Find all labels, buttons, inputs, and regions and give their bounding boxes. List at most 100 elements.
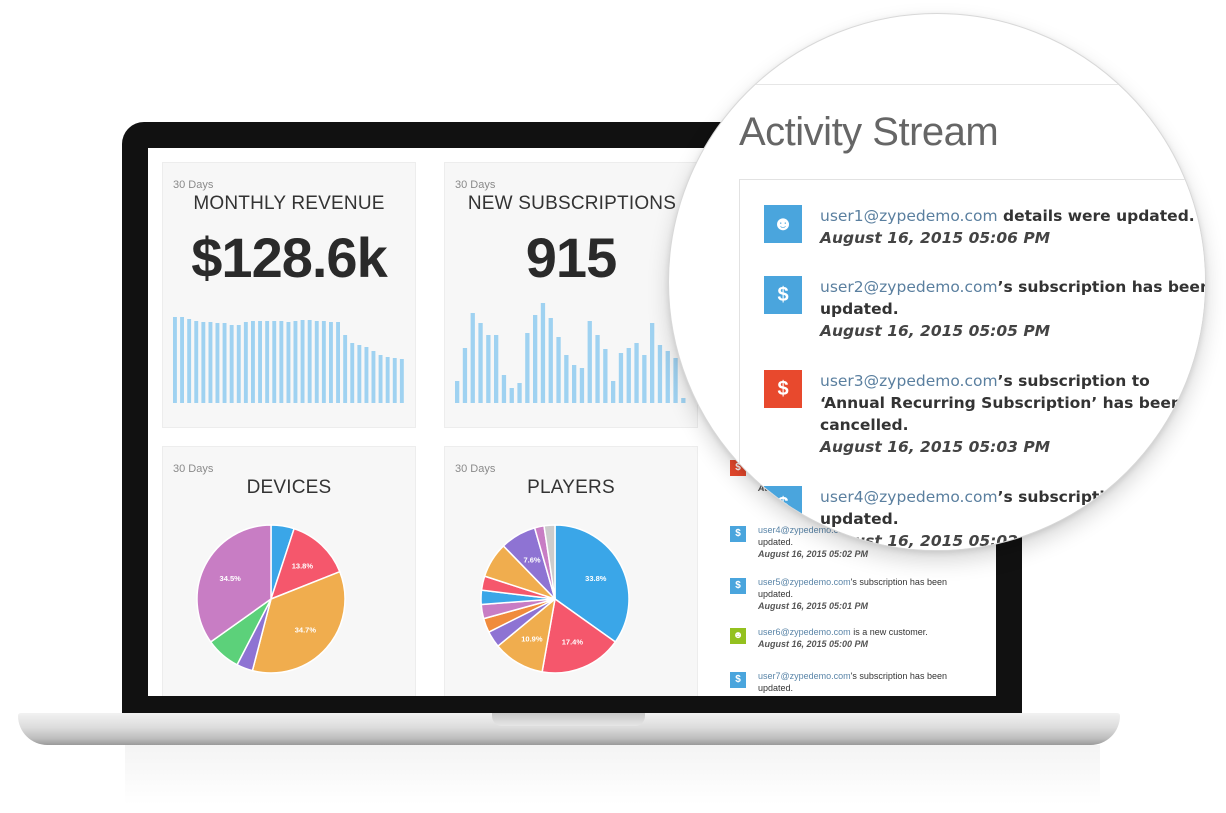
revenue-bar [293,321,298,403]
divider [669,84,1205,85]
activity-date: August 16, 2015 05:06 PM [820,229,1051,247]
dollar-icon: $ [764,486,802,524]
revenue-bar [201,322,206,403]
subscriptions-bar [525,333,530,403]
devices-pie-chart: 13.8% 34.7% 34.5% [196,524,346,674]
revenue-bar [321,321,326,403]
activity-user-link[interactable]: user1@zypedemo.com [820,207,998,225]
laptop-shadow [125,745,1100,805]
players-slice [554,524,630,643]
subscriptions-bar [603,349,608,403]
activity-text: user2@zypedemo.com’s subscription has be… [820,276,1206,342]
revenue-bar [350,343,355,403]
players-slice-label: 17.4% [562,638,584,647]
mini-activity-message: 's subscription has been [850,671,947,681]
subscriptions-bar [486,335,491,403]
subscriptions-bar [509,388,514,403]
activity-message: ’s subscription has been updated. [820,278,1206,318]
subscriptions-bar [478,323,483,403]
panel-title: NEW SUBSCRIPTIONS [467,193,677,214]
new-subscriptions-panel: 30 Days NEW SUBSCRIPTIONS 915 [444,162,698,428]
mini-activity-date: August 16, 2015 05:02 PM [758,549,869,559]
devices-slice [269,527,341,601]
subscriptions-bar [533,315,538,403]
revenue-bar [279,321,284,403]
players-panel: 30 Days PLAYERS 33.8% 17.4% 10.9% 7.6% [444,446,698,696]
revenue-bar [173,317,177,403]
subscriptions-bar [501,375,507,403]
revenue-bar [357,345,362,403]
subscriptions-bar [595,335,600,403]
mini-activity-message: 's subscription has been [850,577,947,587]
subscriptions-bar [665,351,670,403]
revenue-bar [243,322,248,403]
subscriptions-bar [564,355,569,403]
activity-user-link[interactable]: user2@zypedemo.com [820,278,998,296]
panel-title: PLAYERS [527,477,615,498]
mini-activity-date: August 16, 2015 05:00 PM [758,639,869,649]
activity-text: user1@zypedemo.com details were updated.… [820,205,1205,249]
activity-date: August 16, 2015 05:03 PM [820,438,1051,456]
revenue-bar-chart [173,317,404,403]
subscriptions-bar [587,321,592,403]
dollar-icon: $ [764,276,802,314]
dollar-icon: $ [764,370,802,408]
panel-title: MONTHLY REVENUE [193,193,385,214]
revenue-bar [371,351,376,403]
laptop-notch [492,713,645,726]
activity-user-link[interactable]: user4@zypedemo.com [820,488,998,506]
revenue-bar [300,320,305,403]
subscriptions-bar [556,337,561,403]
activity-message: details were updated. [997,207,1195,225]
revenue-bar [314,321,319,403]
mini-user-link[interactable]: user6@zypedemo.com [758,627,851,637]
revenue-value: $128.6k [191,226,387,289]
dollar-icon: $ [730,672,746,688]
activity-user-link[interactable]: user3@zypedemo.com [820,372,998,390]
subscriptions-bar [455,381,460,403]
subscriptions-bar [579,368,585,403]
revenue-bar [222,323,227,403]
activity-message: ’s subscription to ‘Annual Recurring Sub… [820,372,1182,434]
revenue-bar [399,359,404,403]
monthly-revenue-panel: 30 Days MONTHLY REVENUE $128.6k [162,162,416,428]
devices-slice [251,570,346,674]
subscriptions-bar [494,335,499,403]
period-label: 30 Days [455,179,496,191]
mini-activity-text: user7@zypedemo.com's subscription has be… [758,670,988,694]
activity-text: user3@zypedemo.com’s subscription to ‘An… [820,370,1205,458]
mini-activity-message-cont: updated. [758,683,794,693]
revenue-bar [236,325,241,403]
activity-text: user4@zypedemo.com’s subscription has be… [820,486,1205,550]
revenue-bar [180,317,184,403]
user-icon: ☻ [764,205,802,243]
activity-stream-title: Activity Stream [739,110,999,154]
subscriptions-bar [681,398,686,403]
devices-panel: 30 Days DEVICES 13.8% 34.7% 34.5% [162,446,416,696]
activity-stream-box [739,179,1205,550]
mini-activity-message: is a new customer. [850,627,928,637]
subscriptions-bar [650,323,655,403]
players-slice-label: 33.8% [585,574,607,583]
subscriptions-bar [642,355,647,403]
revenue-bar [329,322,333,403]
period-label: 30 Days [173,179,214,191]
subscriptions-bar [548,318,553,403]
subscriptions-bar [618,353,624,403]
revenue-bar [194,321,199,403]
subscriptions-bar [470,313,475,403]
revenue-bar [336,322,340,403]
mini-user-link[interactable]: user5@zypedemo.com [758,577,851,587]
players-slice [543,524,556,600]
activity-date: August 16, 2015 05:05 PM [820,322,1051,340]
subscriptions-bar [611,381,616,403]
mini-user-link[interactable]: user7@zypedemo.com [758,671,851,681]
revenue-bar [392,358,397,403]
revenue-bar [343,335,348,403]
revenue-bar [265,321,270,403]
players-slice [541,597,617,674]
revenue-bar [272,321,277,403]
period-label: 30 Days [455,463,496,475]
revenue-bar [307,320,312,403]
mini-activity-message-cont: updated. [758,589,794,599]
